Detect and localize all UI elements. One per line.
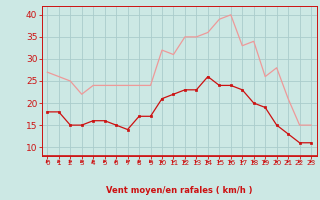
X-axis label: Vent moyen/en rafales ( km/h ): Vent moyen/en rafales ( km/h ) <box>106 186 252 195</box>
